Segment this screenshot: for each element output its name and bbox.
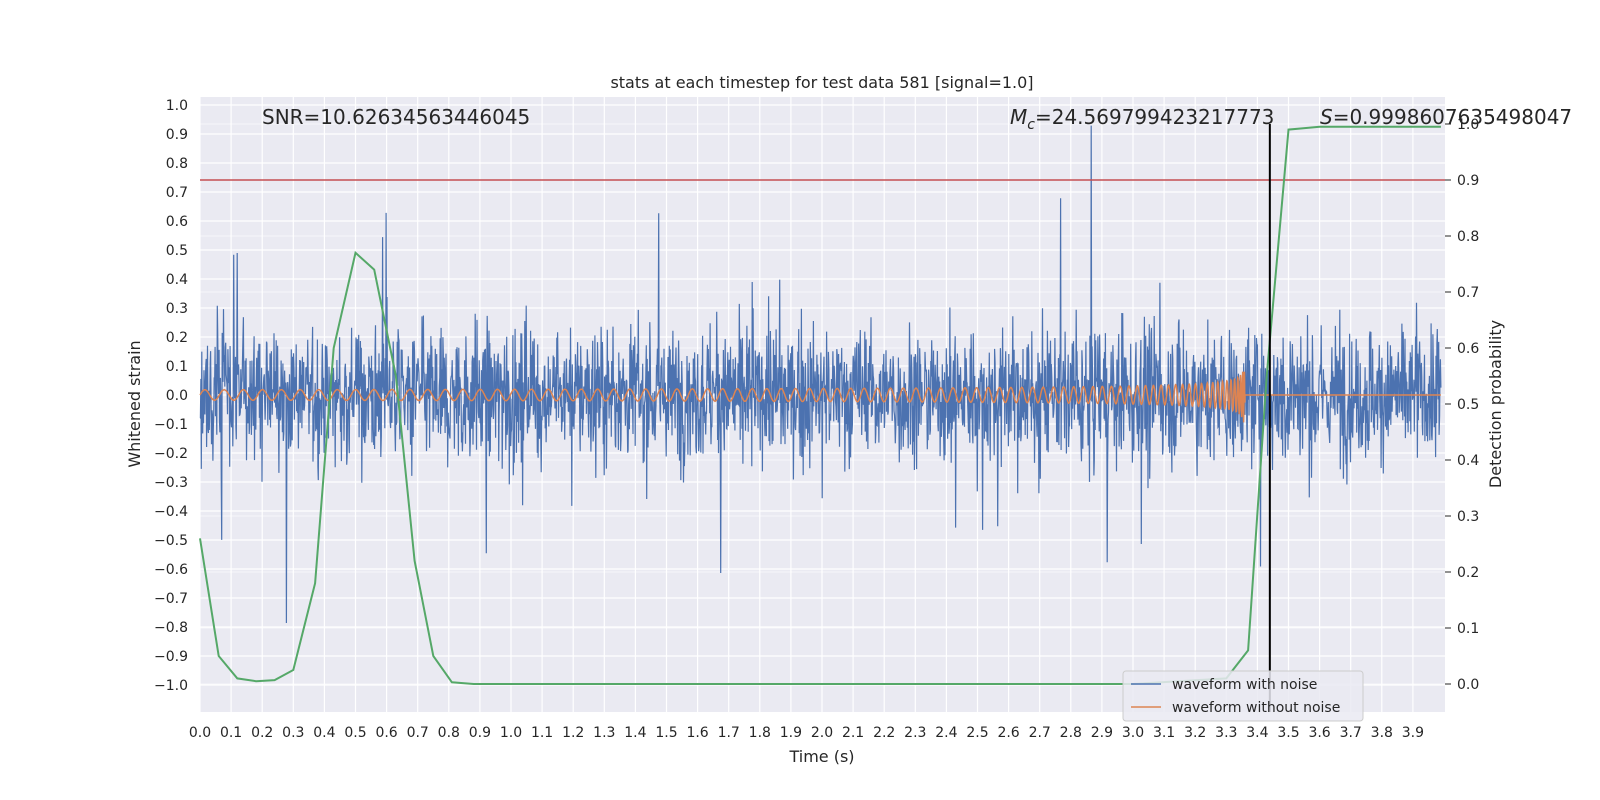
ticks: 0.0 0.1 0.2 0.3 0.4 0.5 0.6 0.7 0.8 0.9 1.0 1.1 1.2 1…	[154, 98, 1479, 741]
x-tick-label: 1.2	[562, 725, 584, 741]
x-tick-label: 1.1	[531, 725, 553, 741]
x-tick-label: 1.7	[718, 725, 740, 741]
x-tick-label: 3.2	[1184, 725, 1206, 741]
y-right-tick-label: 1.0	[1457, 117, 1479, 133]
y-tick-label: 0.9	[166, 127, 188, 143]
y-right-tick-label: 0.7	[1457, 285, 1479, 301]
x-tick-label: 3.5	[1277, 725, 1299, 741]
x-tick-label: 1.3	[593, 725, 615, 741]
y-tick-label: −0.4	[154, 504, 188, 520]
series-layer	[199, 124, 1445, 712]
y-tick-label: 0.6	[166, 214, 188, 230]
y-tick-label: −0.7	[154, 591, 188, 607]
x-tick-label: 2.9	[1091, 725, 1113, 741]
x-tick-label: 3.3	[1215, 725, 1237, 741]
y-tick-label: 1.0	[166, 98, 188, 114]
x-tick-label: 2.6	[997, 725, 1019, 741]
y-tick-label: −0.2	[154, 446, 188, 462]
y-tick-label: 0.3	[166, 301, 188, 317]
y-right-tick-label: 0.8	[1457, 229, 1479, 245]
x-tick-label: 0.5	[344, 725, 366, 741]
x-tick-label: 3.7	[1340, 725, 1362, 741]
series-detection-probability	[199, 125, 1441, 685]
x-tick-label: 0.8	[438, 725, 460, 741]
x-tick-label: 2.3	[904, 725, 926, 741]
x-tick-label: 3.4	[1246, 725, 1268, 741]
y-right-tick-label: 0.2	[1457, 565, 1479, 581]
x-tick-label: 0.6	[375, 725, 397, 741]
y-tick-label: −0.6	[154, 562, 188, 578]
y-tick-label: −0.3	[154, 475, 188, 491]
snr-annotation: SNR=10.62634563446045	[262, 105, 530, 129]
y-tick-label: −0.1	[154, 417, 188, 433]
y-tick-label: 0.0	[166, 388, 188, 404]
y-right-tick-label: 0.5	[1457, 397, 1479, 413]
x-tick-label: 3.0	[1122, 725, 1144, 741]
y-right-tick-label: 0.0	[1457, 677, 1479, 693]
y-right-tick-label: 0.4	[1457, 453, 1479, 469]
x-tick-label: 0.7	[407, 725, 429, 741]
x-tick-label: 0.9	[469, 725, 491, 741]
y-tick-label: 0.5	[166, 243, 188, 259]
legend: waveform with noise waveform without noi…	[1122, 670, 1364, 722]
y-tick-label: −0.8	[154, 620, 188, 636]
y-tick-label: 0.7	[166, 185, 188, 201]
x-tick-label: 0.2	[251, 725, 273, 741]
y-axis-right-label: Detection probability	[1486, 320, 1505, 488]
y-tick-label: 0.2	[166, 330, 188, 346]
x-tick-label: 1.4	[624, 725, 646, 741]
y-tick-label: 0.8	[166, 156, 188, 172]
x-tick-label: 3.8	[1371, 725, 1393, 741]
y-right-tick-label: 0.9	[1457, 173, 1479, 189]
y-tick-label: 0.4	[166, 272, 188, 288]
s-annotation: S=0.9998607635498047	[1320, 105, 1572, 129]
mc-annotation: Mc=24.569799423217773	[1010, 105, 1274, 133]
x-tick-label: 0.1	[220, 725, 242, 741]
chart-title: stats at each timestep for test data 581…	[610, 73, 1033, 92]
x-tick-label: 0.3	[282, 725, 304, 741]
x-tick-label: 2.4	[935, 725, 957, 741]
y-right-tick-label: 0.1	[1457, 621, 1479, 637]
x-tick-label: 0.0	[189, 725, 211, 741]
x-tick-label: 2.2	[873, 725, 895, 741]
x-tick-label: 1.6	[686, 725, 708, 741]
y-tick-label: −1.0	[154, 678, 188, 694]
x-tick-label: 1.0	[500, 725, 522, 741]
x-tick-label: 2.8	[1060, 725, 1082, 741]
legend-label-noise: waveform with noise	[1172, 677, 1317, 693]
x-tick-label: 3.6	[1308, 725, 1330, 741]
x-tick-label: 1.5	[655, 725, 677, 741]
y-tick-label: −0.9	[154, 649, 188, 665]
series-waveform-without-noise	[199, 371, 1441, 423]
x-tick-label: 2.7	[1029, 725, 1051, 741]
x-tick-label: 2.5	[966, 725, 988, 741]
y-tick-label: −0.5	[154, 533, 188, 549]
legend-box	[1122, 670, 1364, 722]
x-tick-label: 2.1	[842, 725, 864, 741]
x-tick-label: 2.0	[811, 725, 833, 741]
x-axis-label: Time (s)	[788, 747, 854, 766]
x-tick-label: 0.4	[313, 725, 335, 741]
x-tick-label: 1.8	[749, 725, 771, 741]
y-right-tick-label: 0.3	[1457, 509, 1479, 525]
y-right-tick-label: 0.6	[1457, 341, 1479, 357]
x-tick-label: 3.1	[1153, 725, 1175, 741]
legend-label-clean: waveform without noise	[1172, 700, 1340, 716]
x-tick-label: 1.9	[780, 725, 802, 741]
y-tick-label: 0.1	[166, 359, 188, 375]
y-axis-label: Whitened strain	[125, 340, 144, 467]
x-tick-label: 3.9	[1402, 725, 1424, 741]
